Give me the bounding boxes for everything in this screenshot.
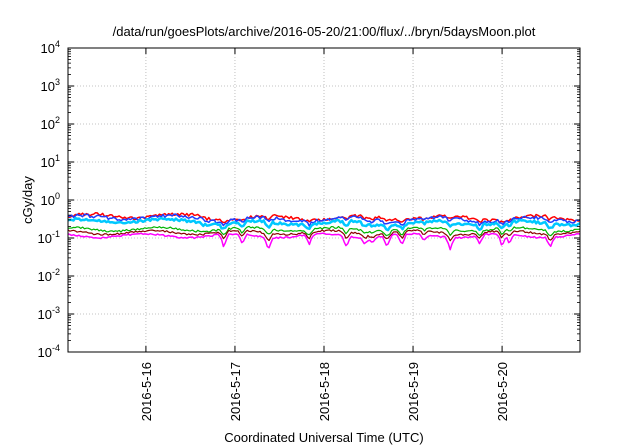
y-tick-label: 102 [41, 115, 60, 132]
y-tick-label: 10-2 [38, 267, 60, 284]
y-tick-base: 10 [38, 231, 52, 246]
y-tick-base: 10 [41, 79, 55, 94]
series-line [67, 225, 581, 237]
y-tick-exponent: 0 [55, 191, 60, 201]
y-tick-base: 10 [41, 155, 55, 170]
y-tick-exponent: -2 [52, 267, 60, 277]
series-line [67, 216, 581, 232]
series-line [67, 232, 581, 251]
x-tick-label: 2016-5-18 [317, 362, 332, 421]
y-tick-base: 10 [38, 345, 52, 360]
y-tick-exponent: -1 [52, 229, 60, 239]
y-axis-label: cGy/day [20, 176, 35, 224]
series-line [67, 229, 581, 242]
plot-grid [68, 48, 580, 352]
y-tick-base: 10 [41, 193, 55, 208]
plot-lines [67, 212, 581, 251]
series-line [67, 212, 581, 224]
x-tick-label: 2016-5-17 [228, 362, 243, 421]
y-tick-exponent: 1 [55, 153, 60, 163]
y-tick-label: 103 [41, 77, 60, 94]
x-axis-ticks: 2016-5-16 2016-5-17 2016-5-18 2016-5-19 2016… [139, 48, 510, 421]
y-tick-exponent: 2 [55, 115, 60, 125]
y-tick-exponent: 3 [55, 77, 60, 87]
x-tick-label: 2016-5-16 [139, 362, 154, 421]
series-line [67, 213, 581, 228]
y-tick-label: 10-4 [38, 343, 60, 360]
y-tick-base: 10 [38, 307, 52, 322]
y-tick-label: 10-1 [38, 229, 60, 246]
y-tick-exponent: -4 [52, 343, 60, 353]
x-tick-label: 2016-5-20 [495, 362, 510, 421]
y-tick-base: 10 [41, 117, 55, 132]
y-tick-label: 10-3 [38, 305, 60, 322]
chart-title: /data/run/goesPlots/archive/2016-05-20/2… [113, 24, 536, 39]
x-tick-label: 2016-5-19 [406, 362, 421, 421]
x-axis-label: Coordinated Universal Time (UTC) [224, 430, 423, 445]
y-tick-label: 101 [41, 153, 60, 170]
y-tick-exponent: -3 [52, 305, 60, 315]
y-tick-label: 100 [41, 191, 60, 208]
y-tick-exponent: 4 [55, 39, 60, 49]
y-tick-base: 10 [41, 41, 55, 56]
y-tick-base: 10 [38, 269, 52, 284]
y-tick-label: 104 [41, 39, 60, 56]
